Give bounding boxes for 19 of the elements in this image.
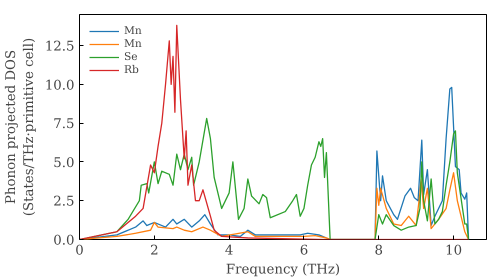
y-tick-label: 5.0 [53,156,75,171]
x-tick-label: 10 [445,244,462,258]
x-tick-label: 4 [224,244,234,258]
legend-label: Mn [124,24,143,37]
legend-label: Rb [124,63,140,76]
y-axis-title: Phonon projected DOS (States/THz·primitive cell) [4,38,37,216]
legend-label: Se [124,50,139,63]
y-tick-label: 12.5 [44,40,75,55]
x-tick-label: 8 [374,244,384,258]
x-tick-label: 0 [75,244,84,258]
y-tick-label: 10.0 [44,78,75,94]
line-series [80,24,470,240]
x-tick-label: 6 [300,244,308,258]
x-axis-title: Frequency (THz) [226,262,340,278]
y-tick-label: 2.5 [53,194,75,210]
x-tick-label: 2 [150,244,159,258]
legend-label: Mn [124,37,143,50]
y-tick-label: 7.5 [53,117,75,132]
y-tick-label: 0.0 [53,234,75,248]
